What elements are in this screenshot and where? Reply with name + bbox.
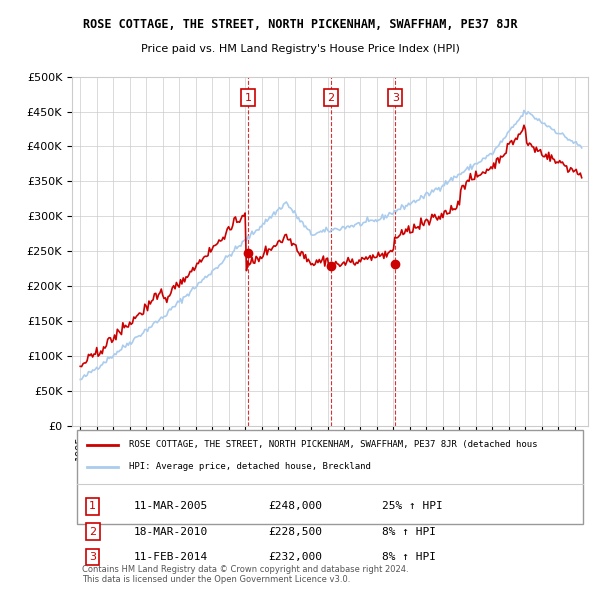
Text: Contains HM Land Registry data © Crown copyright and database right 2024.: Contains HM Land Registry data © Crown c… [82,565,409,574]
Text: 2: 2 [89,527,96,537]
Text: 2: 2 [328,93,335,103]
Text: ROSE COTTAGE, THE STREET, NORTH PICKENHAM, SWAFFHAM, PE37 8JR: ROSE COTTAGE, THE STREET, NORTH PICKENHA… [83,18,517,31]
Text: £232,000: £232,000 [268,552,322,562]
Text: 11-FEB-2014: 11-FEB-2014 [134,552,208,562]
Text: 25% ↑ HPI: 25% ↑ HPI [382,502,442,512]
FancyBboxPatch shape [77,430,583,524]
Text: 8% ↑ HPI: 8% ↑ HPI [382,552,436,562]
Text: 3: 3 [89,552,96,562]
Text: 11-MAR-2005: 11-MAR-2005 [134,502,208,512]
Text: 1: 1 [245,93,252,103]
Text: 1: 1 [89,502,96,512]
Text: HPI: Average price, detached house, Breckland: HPI: Average price, detached house, Brec… [129,462,371,471]
Text: 3: 3 [392,93,399,103]
Text: ROSE COTTAGE, THE STREET, NORTH PICKENHAM, SWAFFHAM, PE37 8JR (detached hous: ROSE COTTAGE, THE STREET, NORTH PICKENHA… [129,440,537,449]
Text: £228,500: £228,500 [268,527,322,537]
Text: This data is licensed under the Open Government Licence v3.0.: This data is licensed under the Open Gov… [82,575,350,584]
Text: 18-MAR-2010: 18-MAR-2010 [134,527,208,537]
Text: Price paid vs. HM Land Registry's House Price Index (HPI): Price paid vs. HM Land Registry's House … [140,44,460,54]
Text: £248,000: £248,000 [268,502,322,512]
Text: 8% ↑ HPI: 8% ↑ HPI [382,527,436,537]
